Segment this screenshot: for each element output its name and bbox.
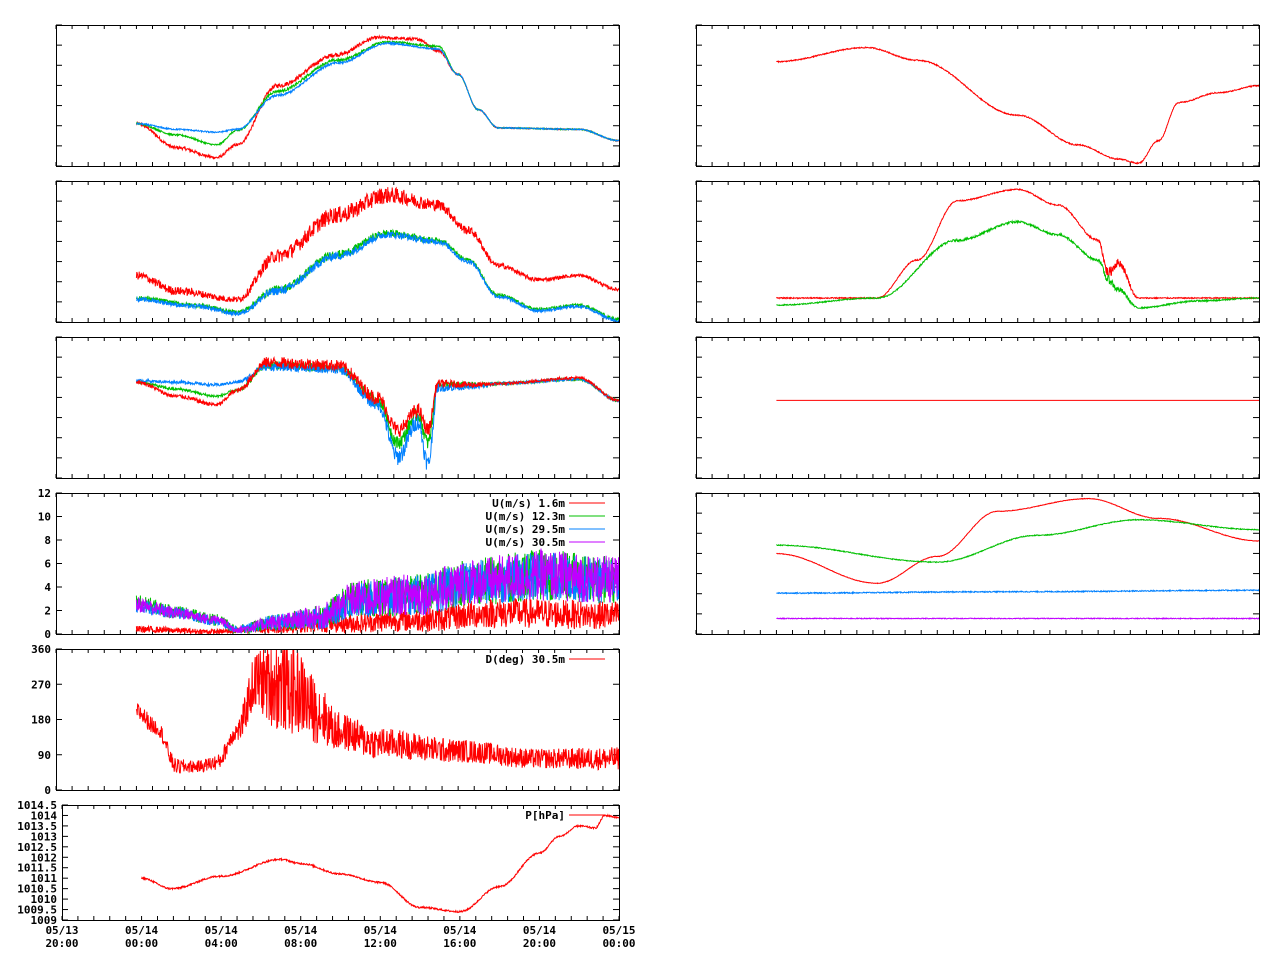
y-tick-label: 8	[44, 534, 51, 547]
x-tick-label-time: 20:00	[45, 937, 78, 950]
plot-frame	[56, 493, 620, 635]
panel-r2	[695, 180, 1260, 323]
legend-label: U(m/s) 12.3m	[486, 510, 566, 523]
y-tick-label: 0	[44, 784, 51, 797]
y-tick-label: 270	[31, 678, 51, 691]
y-tick-label: 1010.5	[17, 883, 57, 896]
series-line-3	[136, 40, 620, 142]
plot-frame	[696, 25, 1260, 167]
plot-frame	[696, 337, 1260, 479]
x-tick-label-date: 05/14	[523, 924, 556, 937]
x-tick-label-time: 08:00	[284, 937, 317, 950]
plot-frame	[62, 805, 620, 921]
x-tick-label-time: 04:00	[205, 937, 238, 950]
panel-r4	[695, 492, 1260, 635]
x-tick-label-date: 05/15	[602, 924, 635, 937]
series-line-3	[136, 230, 620, 323]
series-line-4	[776, 617, 1260, 620]
plot-frame	[696, 493, 1260, 635]
y-tick-label: 2	[44, 605, 51, 618]
y-tick-label: 1012.5	[17, 841, 57, 854]
y-tick-label: 360	[31, 643, 51, 656]
y-tick-label: 90	[38, 749, 51, 762]
x-tick-label-date: 05/14	[284, 924, 317, 937]
y-tick-label: 1010	[31, 893, 58, 906]
series-line-1	[776, 188, 1259, 300]
y-tick-label: 0	[44, 628, 51, 641]
y-tick-label: 1012	[31, 851, 58, 864]
y-tick-label: 1013.5	[17, 820, 57, 833]
x-tick-label-date: 05/13	[45, 924, 78, 937]
panel-l3	[55, 336, 620, 479]
panel-l5: 0 90 180 270 360 D(deg) 30.5m	[31, 643, 620, 797]
x-tick-label-date: 05/14	[364, 924, 397, 937]
y-tick-label: 1009.5	[17, 904, 57, 917]
y-tick-label: 1011	[31, 872, 58, 885]
x-tick-label-time: 20:00	[523, 937, 556, 950]
legend-label: U(m/s) 1.6m	[492, 497, 565, 510]
series-line-4	[135, 547, 620, 634]
series-line-1	[135, 34, 620, 160]
y-tick-label: 1013	[31, 830, 58, 843]
y-tick-label: 1009	[31, 914, 58, 927]
series-line-2	[776, 219, 1260, 310]
legend-label: D(deg) 30.5m	[486, 653, 566, 666]
panel-r1	[695, 24, 1260, 167]
series-line-1	[135, 186, 620, 303]
series-line-1	[135, 648, 620, 774]
x-tick-label-date: 05/14	[205, 924, 238, 937]
x-tick-label-time: 12:00	[364, 937, 397, 950]
legend-label: U(m/s) 30.5m	[486, 536, 566, 549]
series-line-1	[776, 497, 1260, 585]
x-tick-label-time: 00:00	[125, 937, 158, 950]
y-tick-label: 4	[44, 581, 51, 594]
series-line-3	[135, 356, 620, 437]
y-tick-label: 6	[44, 558, 51, 571]
x-tick-label-time: 16:00	[443, 937, 476, 950]
plot-frame	[56, 181, 620, 323]
series-line-1	[135, 597, 620, 636]
series-line-1	[141, 813, 620, 914]
plot-frame	[56, 337, 620, 479]
y-tick-label: 12	[38, 487, 51, 500]
panel-r3	[695, 336, 1260, 479]
y-tick-label: 1014.5	[17, 799, 57, 812]
series-line-2	[135, 361, 620, 470]
series-line-3	[776, 588, 1260, 596]
panel-l4: 0 2 4 6 8 10 12 U(m/s) 1.6mU(m/s) 12.3mU(m/s) 2…	[38, 487, 620, 641]
plot-frame	[696, 181, 1260, 323]
panel-l2	[55, 180, 620, 323]
y-tick-label: 1011.5	[17, 862, 57, 875]
series-line-2	[776, 518, 1259, 564]
plot-frame	[56, 25, 620, 167]
y-tick-label: 1014	[31, 809, 58, 822]
x-tick-label-date: 05/14	[125, 924, 158, 937]
y-tick-label: 10	[38, 511, 51, 524]
y-tick-label: 180	[31, 714, 51, 727]
legend-label: P[hPa]	[525, 809, 565, 822]
panel-l1	[55, 24, 620, 167]
panel-l6: 10091009.510101010.510111011.510121012.5…	[17, 799, 635, 950]
x-tick-label-date: 05/14	[443, 924, 476, 937]
plot-frame	[56, 649, 620, 791]
legend-label: U(m/s) 29.5m	[486, 523, 566, 536]
x-tick-label-time: 00:00	[602, 937, 635, 950]
series-line-1	[776, 46, 1260, 165]
